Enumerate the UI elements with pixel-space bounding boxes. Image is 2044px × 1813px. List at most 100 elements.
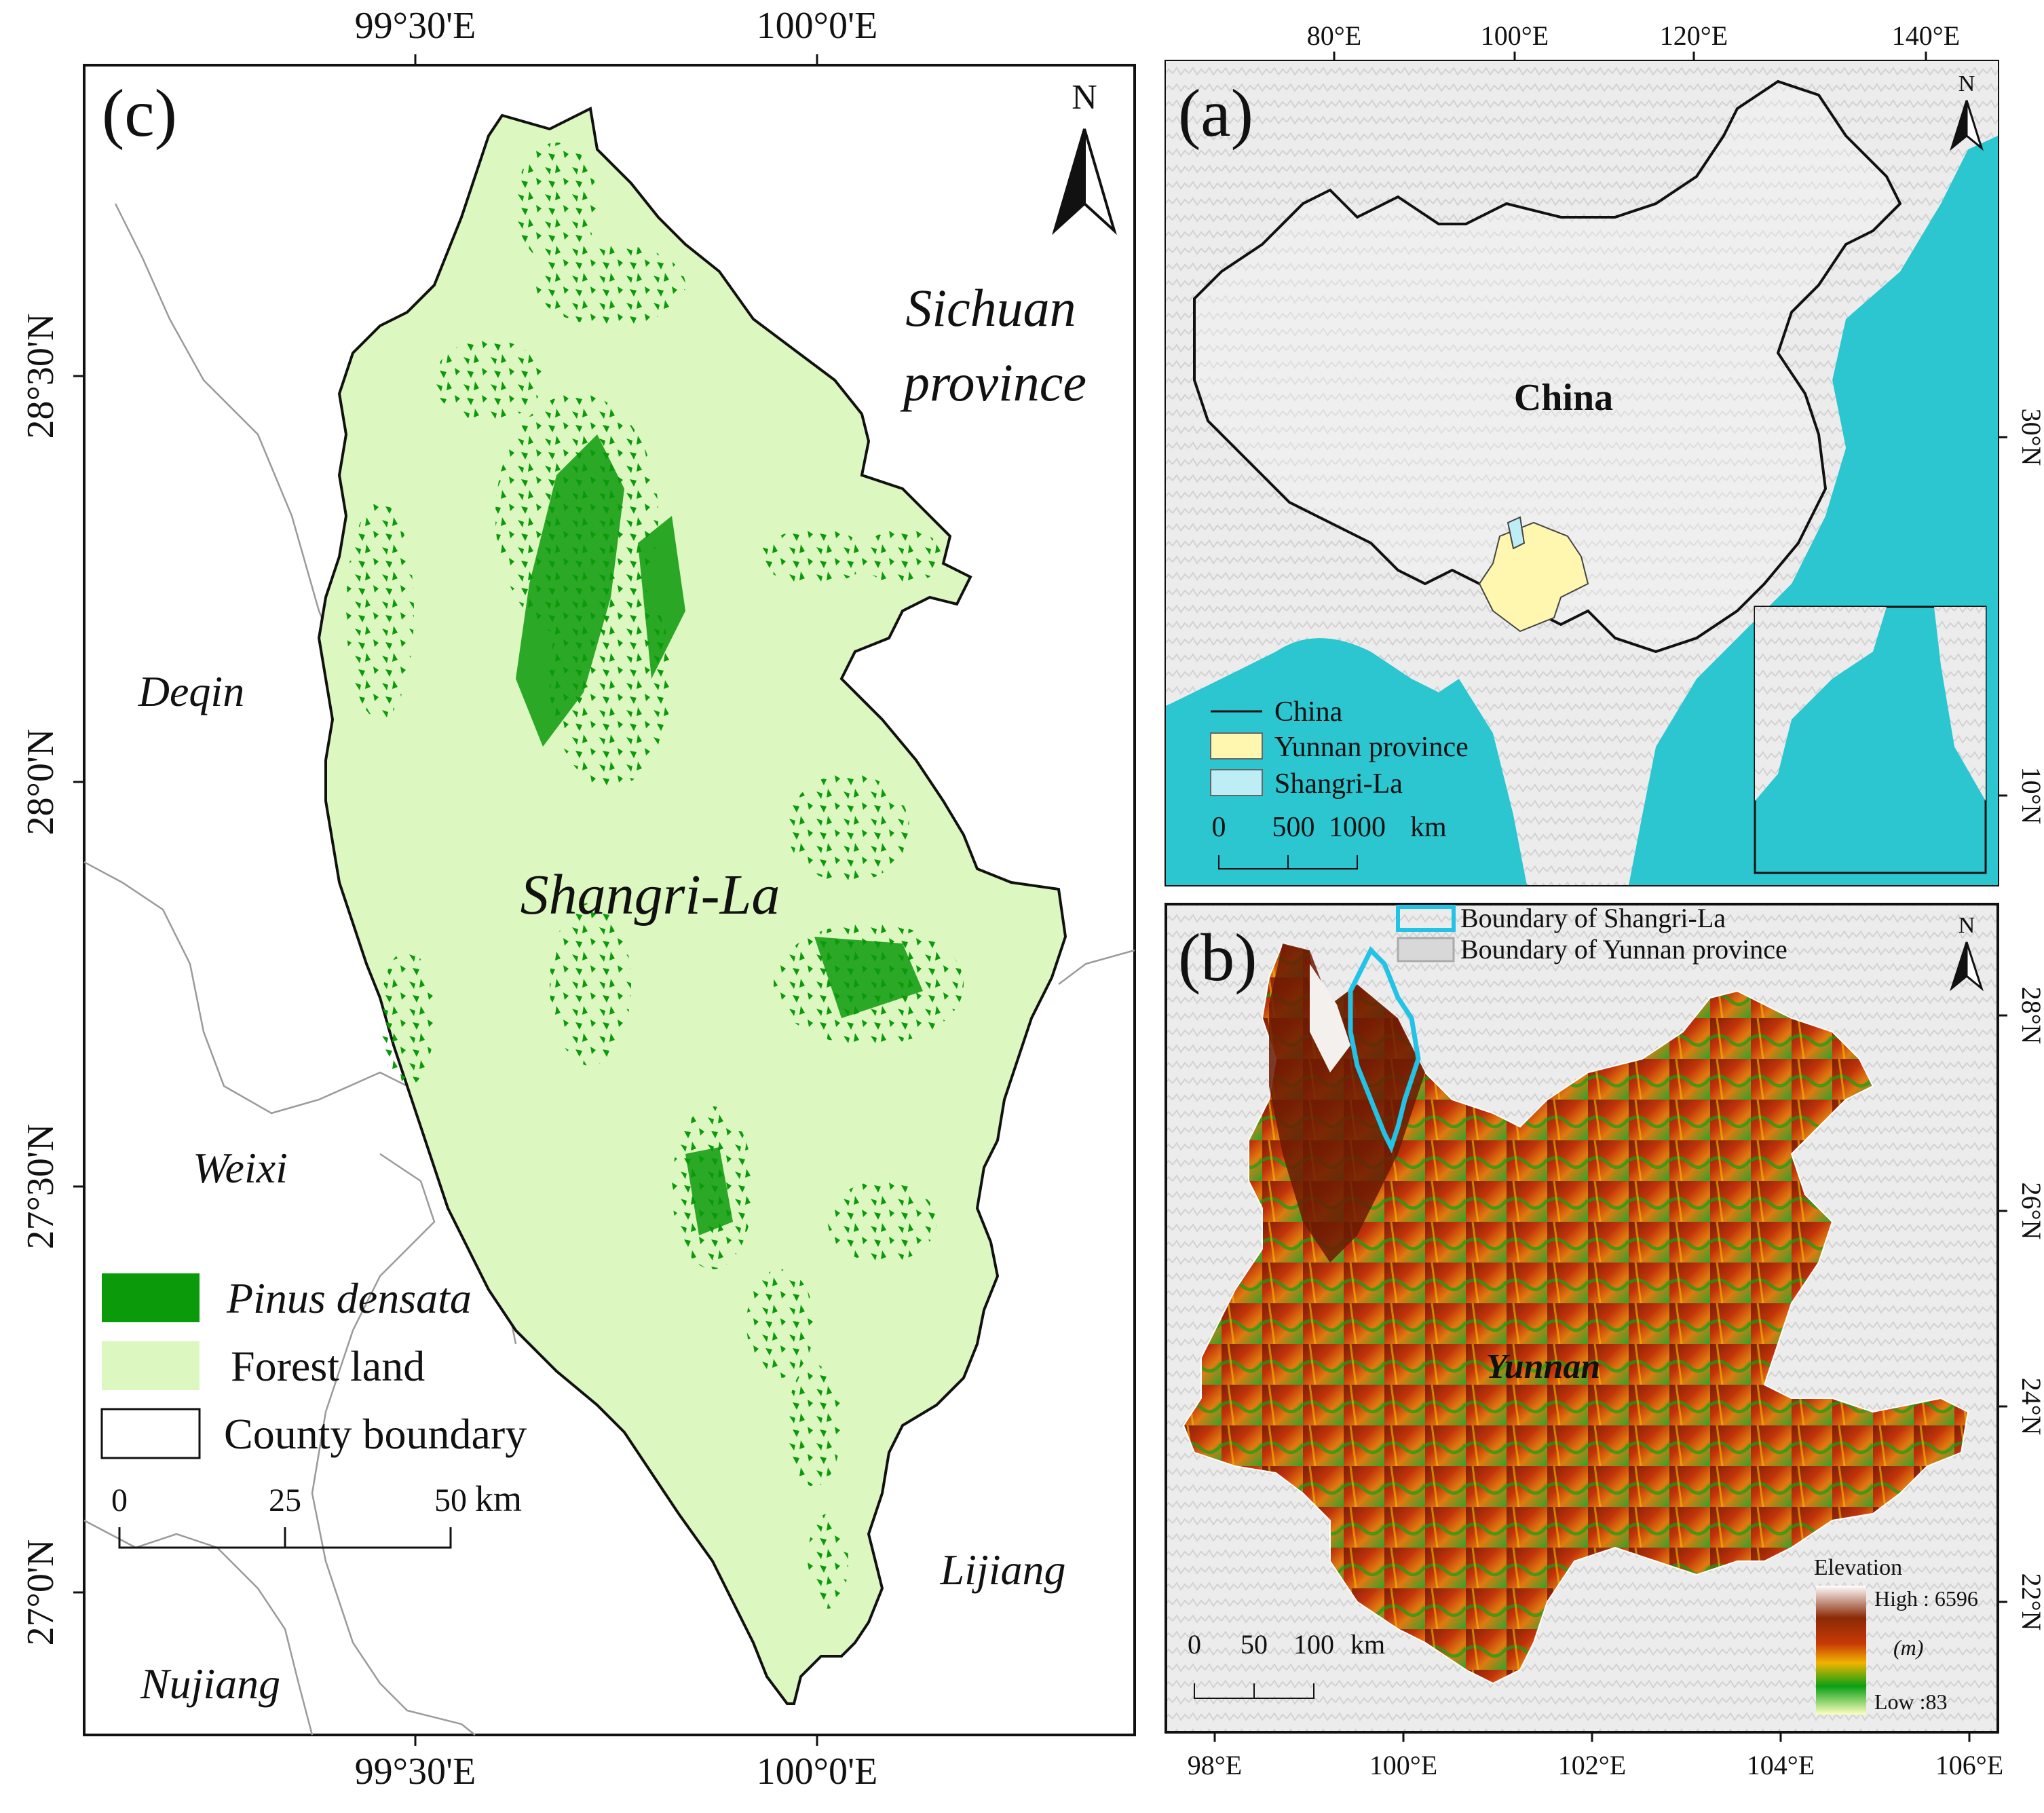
inset-land-east bbox=[1934, 607, 1986, 801]
legend-a-swatch-yunnan bbox=[1210, 732, 1263, 760]
label-weixi: Weixi bbox=[193, 1144, 288, 1192]
tick-b-106e: 106°E bbox=[1935, 1750, 2003, 1780]
elevation-high: High : 6596 bbox=[1874, 1586, 1978, 1611]
scale-b-0: 0 bbox=[1188, 1629, 1201, 1660]
pinus-core bbox=[516, 434, 923, 1235]
legend-label-forest: Forest land bbox=[231, 1342, 425, 1390]
panel-a-scale-bar: 0 500 1000 km bbox=[1212, 812, 1447, 870]
panel-b-right-ticks bbox=[1998, 1014, 2007, 1603]
tick-top-100-0: 100°0'E bbox=[757, 5, 878, 47]
tick-a-80e: 80°E bbox=[1307, 20, 1361, 51]
tick-b-98e: 98°E bbox=[1188, 1750, 1242, 1780]
panel-b-bottom-ticks bbox=[1213, 1732, 1971, 1742]
legend-b-swatch-yunnan bbox=[1397, 937, 1455, 962]
panel-a-legend: China Yunnan province Shangri-La bbox=[1210, 696, 1469, 800]
china-outline bbox=[1193, 79, 1902, 654]
label-sichuan: Sichuan bbox=[905, 278, 1076, 337]
scale-c-0: 0 bbox=[111, 1482, 128, 1518]
legend-a-label-shangrila: Shangri-La bbox=[1274, 768, 1403, 800]
elevation-low: Low :83 bbox=[1874, 1689, 1948, 1714]
label-shangrila: Shangri-La bbox=[521, 863, 780, 927]
tick-b-28n: 28°N bbox=[2016, 987, 2044, 1045]
north-label-a: N bbox=[1958, 71, 1975, 96]
legend-label-pinus: Pinus densata bbox=[226, 1274, 472, 1322]
north-label: N bbox=[1072, 78, 1097, 117]
scale-a-0: 0 bbox=[1212, 812, 1226, 843]
scale-c-unit: km bbox=[475, 1478, 522, 1519]
panel-b-label: (b) bbox=[1178, 920, 1257, 995]
tick-b-104e: 104°E bbox=[1747, 1750, 1815, 1780]
scale-b-unit: km bbox=[1350, 1629, 1385, 1660]
inset-land bbox=[1755, 607, 1887, 801]
scale-c-25: 25 bbox=[269, 1482, 301, 1518]
elevation-legend: Elevation High : 6596 (m) Low :83 bbox=[1814, 1555, 1978, 1715]
snow-peaks bbox=[1310, 964, 1350, 1072]
tick-left-27-0: 27°0'N bbox=[20, 1539, 62, 1646]
scale-a-unit: km bbox=[1410, 812, 1447, 843]
tick-a-30n: 30°N bbox=[2016, 409, 2044, 466]
scale-b-50: 50 bbox=[1241, 1629, 1268, 1660]
north-arrow-icon: N bbox=[1052, 78, 1117, 236]
tick-a-100e: 100°E bbox=[1481, 20, 1549, 51]
label-lijiang: Lijiang bbox=[940, 1546, 1066, 1594]
legend-swatch-forest bbox=[102, 1341, 200, 1390]
scale-a-1000: 1000 bbox=[1329, 812, 1386, 843]
elevation-unit: (m) bbox=[1893, 1635, 1923, 1660]
legend-a-label-china: China bbox=[1274, 696, 1343, 728]
legend-b-label-shangrila: Boundary of Shangri-La bbox=[1460, 903, 1726, 933]
tick-b-102e: 102°E bbox=[1558, 1750, 1626, 1780]
scale-c-50: 50 bbox=[434, 1482, 467, 1518]
panel-a: (a) China N 80°E 100°E 120°E 140°E 30°N … bbox=[1165, 20, 2044, 886]
panel-b-scale-bar: 0 50 100 km bbox=[1188, 1629, 1385, 1699]
shangrila-boundary-b bbox=[1348, 946, 1421, 1154]
panel-c-legend: Pinus densata Forest land County boundar… bbox=[100, 1273, 527, 1459]
legend-a-label-yunnan: Yunnan province bbox=[1274, 732, 1469, 763]
tick-b-26n: 26°N bbox=[2016, 1182, 2044, 1240]
land-terrain bbox=[1166, 61, 1998, 885]
ocean-west bbox=[1166, 638, 1527, 885]
tick-a-120e: 120°E bbox=[1660, 20, 1728, 51]
tick-left-28-0: 28°0'N bbox=[20, 729, 62, 836]
tick-a-140e: 140°E bbox=[1892, 20, 1960, 51]
label-province: province bbox=[900, 353, 1086, 412]
panel-b-legend: Boundary of Shangri-La Boundary of Yunna… bbox=[1396, 903, 1787, 965]
tick-b-100e: 100°E bbox=[1369, 1750, 1437, 1780]
panel-a-top-ticks bbox=[1333, 52, 1927, 61]
panel-c-left-ticks bbox=[73, 375, 84, 1594]
tick-left-27-30: 27°30'N bbox=[20, 1124, 62, 1250]
elevation-ramp bbox=[1816, 1586, 1866, 1715]
legend-b-swatch-shangrila bbox=[1396, 905, 1456, 932]
tick-bottom-99-30: 99°30'E bbox=[355, 1751, 476, 1793]
legend-a-swatch-shangrila bbox=[1210, 769, 1263, 796]
tick-a-10n: 10°N bbox=[2016, 767, 2044, 825]
label-nujiang: Nujiang bbox=[140, 1660, 280, 1708]
north-arrow-b-icon: N bbox=[1950, 913, 1984, 992]
elevation-title: Elevation bbox=[1814, 1555, 1902, 1580]
tick-b-24n: 24°N bbox=[2016, 1378, 2044, 1436]
legend-swatch-pinus bbox=[102, 1273, 200, 1322]
label-deqin: Deqin bbox=[138, 667, 244, 715]
tick-top-99-30: 99°30'E bbox=[355, 5, 476, 47]
tick-bottom-100-0: 100°0'E bbox=[757, 1751, 878, 1793]
panel-b: (b) Yunnan Boundary of Shangri-La Bounda… bbox=[1165, 903, 2044, 1780]
tick-b-22n: 22°N bbox=[2016, 1573, 2044, 1631]
panel-c-scale-bar: 0 25 50 km bbox=[111, 1478, 522, 1549]
high-ridges bbox=[1269, 943, 1425, 1263]
north-label-b: N bbox=[1958, 913, 1975, 938]
legend-swatch-county bbox=[100, 1408, 201, 1459]
panel-a-label: (a) bbox=[1178, 75, 1253, 151]
panel-a-right-ticks bbox=[1998, 436, 2007, 797]
north-arrow-a-icon: N bbox=[1950, 71, 1984, 151]
legend-label-county: County boundary bbox=[224, 1410, 527, 1458]
panel-c-top-ticks bbox=[414, 54, 818, 65]
scale-a-500: 500 bbox=[1272, 812, 1315, 843]
scale-b-100: 100 bbox=[1293, 1629, 1334, 1660]
label-yunnan: Yunnan bbox=[1486, 1347, 1601, 1386]
tick-left-28-30: 28°30'N bbox=[20, 314, 62, 439]
panel-c: N Sichuan province Deqin Weixi Nujiang L… bbox=[20, 5, 1136, 1793]
panel-c-label: (c) bbox=[102, 75, 177, 151]
panel-c-bottom-ticks bbox=[414, 1735, 818, 1746]
label-china: China bbox=[1514, 377, 1613, 419]
legend-b-label-yunnan: Boundary of Yunnan province bbox=[1460, 934, 1787, 965]
